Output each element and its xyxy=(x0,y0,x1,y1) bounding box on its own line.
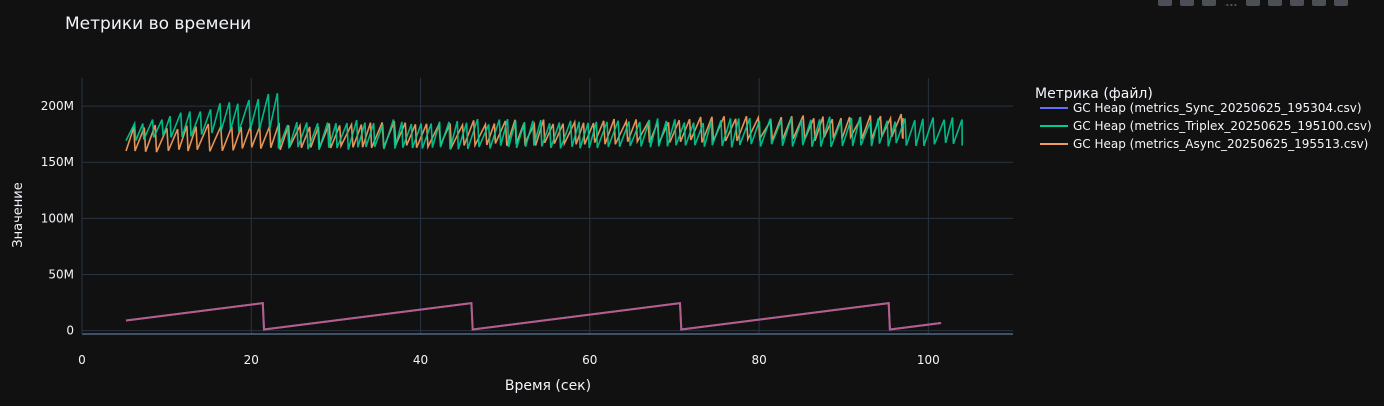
y-tick-label: 50M xyxy=(48,267,74,281)
zoom-in-icon[interactable] xyxy=(1268,0,1282,6)
legend-title: Метрика (файл) xyxy=(1035,86,1153,102)
zoom-out-icon[interactable] xyxy=(1290,0,1304,6)
y-tick-label: 200M xyxy=(41,99,74,113)
x-tick-label: 0 xyxy=(78,353,86,367)
x-tick-label: 20 xyxy=(244,353,259,367)
grid-lines xyxy=(82,78,1013,334)
pan-icon[interactable] xyxy=(1202,0,1216,6)
y-tick-label: 0 xyxy=(66,324,74,338)
series-layer xyxy=(125,93,963,331)
legend-item-label[interactable]: GC Heap (metrics_Sync_20250625_195304.cs… xyxy=(1073,101,1362,115)
y-tick-label: 150M xyxy=(41,155,74,169)
series-line-overlap xyxy=(125,301,942,331)
lasso-icon[interactable] xyxy=(1246,0,1260,6)
camera-icon[interactable] xyxy=(1158,0,1172,6)
y-axis-label: Значение xyxy=(11,182,26,247)
legend-item-label[interactable]: GC Heap (metrics_Triplex_20250625_195100… xyxy=(1073,119,1372,133)
legend-item-label[interactable]: GC Heap (metrics_Async_20250625_195513.c… xyxy=(1073,137,1368,151)
x-tick-label: 60 xyxy=(582,353,597,367)
x-tick-label: 80 xyxy=(751,353,766,367)
reset-axes-icon[interactable] xyxy=(1334,0,1348,6)
axes: 0 20 40 60 80 100 0 50M 100M 150M 200M xyxy=(41,78,1013,367)
chart-title: Метрики во времени xyxy=(65,14,251,34)
modebar xyxy=(1158,0,1348,8)
legend: Метрика (файл) GC Heap (metrics_Sync_202… xyxy=(1035,86,1372,151)
x-axis-label: Время (сек) xyxy=(505,378,591,394)
zoom-icon[interactable] xyxy=(1180,0,1194,6)
box-select-icon[interactable] xyxy=(1224,0,1238,6)
x-tick-label: 100 xyxy=(917,353,940,367)
y-tick-label: 100M xyxy=(41,211,74,225)
x-tick-label: 40 xyxy=(413,353,428,367)
autoscale-icon[interactable] xyxy=(1312,0,1326,6)
series-line-triplex xyxy=(125,93,963,151)
